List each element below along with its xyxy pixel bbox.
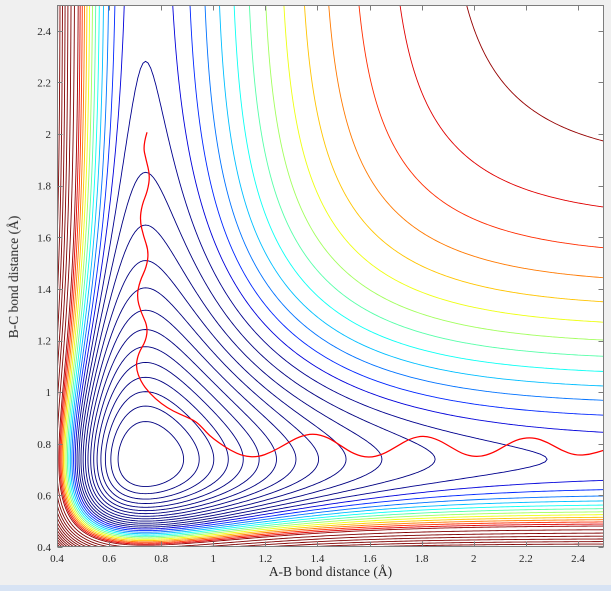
y-axis-label: B-C bond distance (Å) (6, 215, 21, 339)
x-axis-label: A-B bond distance (Å) (268, 564, 393, 579)
window-bottom-strip (0, 585, 611, 591)
